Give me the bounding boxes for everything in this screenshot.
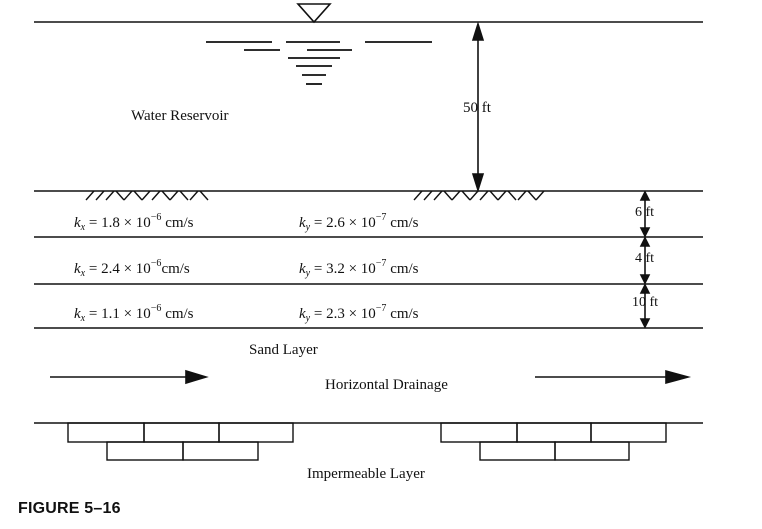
sand-layer-label: Sand Layer <box>249 342 318 358</box>
layer-2-ky: ky = 3.2 × 10−7 cm/s <box>299 258 419 279</box>
layer-3-thickness: 10 ft <box>632 295 659 310</box>
height-dimension-arrow <box>471 21 485 193</box>
layer-2-kx-eq: = 2.4 × 10 <box>85 261 151 277</box>
water-level-triangle-icon <box>296 3 332 24</box>
layer-1-kx: kx = 1.8 × 10−6 cm/s <box>74 212 194 233</box>
layer-3-kx-var: k <box>74 306 81 322</box>
layer-2-ky-eq: = 3.2 × 10 <box>310 261 376 277</box>
layer-3-ky-eq: = 2.3 × 10 <box>310 306 376 322</box>
thickness-arrow-6ft <box>639 190 651 238</box>
layer-2-kx: kx = 2.4 × 10−6cm/s <box>74 258 190 279</box>
impermeable-bricks-right <box>440 422 667 461</box>
layer-1-ky-eq: = 2.6 × 10 <box>310 215 376 231</box>
layer-2-kx-var: k <box>74 261 81 277</box>
layer-2-ky-sub: y <box>305 268 311 279</box>
layer-2-ky-unit: cm/s <box>386 261 419 277</box>
layer-2-ky-var: k <box>299 261 306 277</box>
drainage-arrow-left <box>50 369 209 385</box>
layer-3-kx-sub: x <box>80 313 86 324</box>
layer-3-ky-sub: y <box>305 313 311 324</box>
soil-hatch-left <box>85 190 209 201</box>
layer-3-kx-unit: cm/s <box>161 306 194 322</box>
layer-3-ky: ky = 2.3 × 10−7 cm/s <box>299 303 419 324</box>
water-ripple-marks <box>206 41 432 85</box>
layer-1-kx-exp: −6 <box>150 212 162 223</box>
layer-3-kx-eq: = 1.1 × 10 <box>85 306 151 322</box>
layer-2-kx-sub: x <box>80 268 86 279</box>
water-reservoir-label: Water Reservoir <box>131 108 229 124</box>
drainage-arrow-right <box>535 369 692 385</box>
layer-1-kx-unit: cm/s <box>161 215 194 231</box>
layer-1-ky-var: k <box>299 215 306 231</box>
layer-1-ky: ky = 2.6 × 10−7 cm/s <box>299 212 419 233</box>
height-label: 50 ft <box>463 100 491 116</box>
layer-2-kx-exp: −6 <box>150 258 162 269</box>
layer-1-kx-sub: x <box>80 222 86 233</box>
layer-3-kx-exp: −6 <box>150 303 162 314</box>
thickness-arrow-4ft <box>639 236 651 285</box>
layer-2-thickness: 4 ft <box>635 251 655 266</box>
layer-1-kx-eq: = 1.8 × 10 <box>85 215 151 231</box>
layer-1-kx-var: k <box>74 215 81 231</box>
layer-1-thickness: 6 ft <box>635 205 655 220</box>
layer-1-ky-sub: y <box>305 222 311 233</box>
figure-caption: FIGURE 5–16 <box>18 500 121 517</box>
thickness-arrow-10ft <box>639 283 651 329</box>
layer-2-kx-unit: cm/s <box>161 261 190 277</box>
layer-1-ky-exp: −7 <box>375 212 387 223</box>
layer-3-ky-exp: −7 <box>375 303 387 314</box>
soil-hatch-right <box>413 190 545 201</box>
layer-3-ky-unit: cm/s <box>386 306 419 322</box>
impermeable-layer-label: Impermeable Layer <box>307 466 425 482</box>
layer-3-ky-var: k <box>299 306 306 322</box>
impermeable-bricks-left <box>67 422 294 461</box>
horizontal-drainage-label: Horizontal Drainage <box>325 377 448 393</box>
layer-2-ky-exp: −7 <box>375 258 387 269</box>
layer-1-ky-unit: cm/s <box>386 215 419 231</box>
layer-3-kx: kx = 1.1 × 10−6 cm/s <box>74 303 194 324</box>
